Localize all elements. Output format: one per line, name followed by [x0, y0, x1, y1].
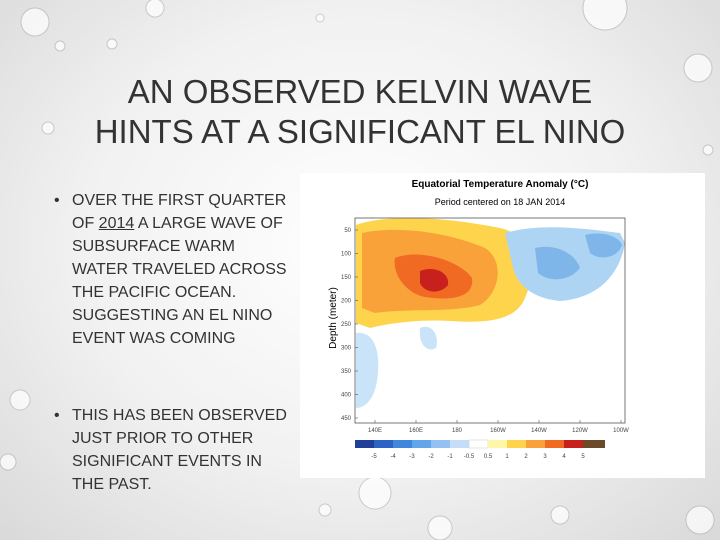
x-tick-label: 140W	[531, 428, 547, 434]
slide-title: AN OBSERVED KELVIN WAVE HINTS AT A SIGNI…	[0, 72, 720, 152]
x-tick-label: 160E	[409, 428, 423, 434]
colorbar-label: 5	[581, 454, 585, 460]
colorbar-label: -5	[371, 454, 377, 460]
bullet-text: THIS HAS BEEN OBSERVED JUST PRIOR TO OTH…	[72, 407, 287, 493]
colorbar-label: -1	[447, 454, 453, 460]
colorbar-label: 4	[562, 454, 566, 460]
x-tick-label: 100W	[613, 428, 629, 434]
y-tick-label: 350	[341, 369, 352, 375]
colorbar-label: -0.5	[464, 454, 475, 460]
cool-region	[419, 326, 437, 350]
y-tick-label: 400	[341, 393, 352, 399]
y-tick-label: 100	[341, 252, 352, 258]
x-tick-label: 120W	[572, 428, 588, 434]
figure-subtitle: Period centered on 18 JAN 2014	[435, 197, 566, 207]
y-tick-label: 50	[344, 228, 351, 234]
colorbar-label: 0.5	[484, 454, 493, 460]
colorbar-label: -4	[390, 454, 396, 460]
title-line: HINTS AT A SIGNIFICANT EL NINO	[94, 113, 626, 150]
colorbar-label: 2	[524, 454, 528, 460]
colorbar-label: -2	[428, 454, 434, 460]
plot-frame	[354, 217, 626, 424]
y-tick-label: 250	[341, 322, 352, 328]
bullet-text-underlined: 2014	[98, 215, 135, 232]
y-tick-label: 300	[341, 346, 352, 352]
y-axis-label: Depth (meter)	[328, 287, 339, 349]
colorbar	[355, 439, 605, 449]
cool-region	[585, 233, 622, 258]
x-tick-label: 140E	[368, 428, 382, 434]
bullet-text: OVER THE FIRST QUARTER OF	[72, 192, 287, 232]
figure: Equatorial Temperature Anomaly (°C) Peri…	[300, 173, 705, 478]
x-tick-label: 180	[452, 428, 463, 434]
title-line: AN OBSERVED KELVIN WAVE	[127, 73, 593, 110]
y-tick-label: 450	[341, 416, 352, 422]
colorbar-label: 1	[505, 454, 509, 460]
bullet-text: A LARGE WAVE OF SUBSURFACE WARM WATER TR…	[72, 215, 287, 347]
cool-region	[535, 246, 580, 280]
cool-region	[356, 332, 379, 408]
y-tick-label: 150	[341, 275, 352, 281]
colorbar-label: -3	[409, 454, 415, 460]
bullet: OVER THE FIRST QUARTER OF 2014 A LARGE W…	[54, 189, 290, 350]
x-tick-label: 160W	[490, 428, 506, 434]
y-tick-label: 200	[341, 299, 352, 305]
bullet: THIS HAS BEEN OBSERVED JUST PRIOR TO OTH…	[54, 404, 290, 496]
colorbar-label: 3	[543, 454, 547, 460]
warm-core	[420, 268, 449, 292]
figure-title: Equatorial Temperature Anomaly (°C)	[412, 179, 589, 190]
anomaly-field	[356, 217, 625, 408]
